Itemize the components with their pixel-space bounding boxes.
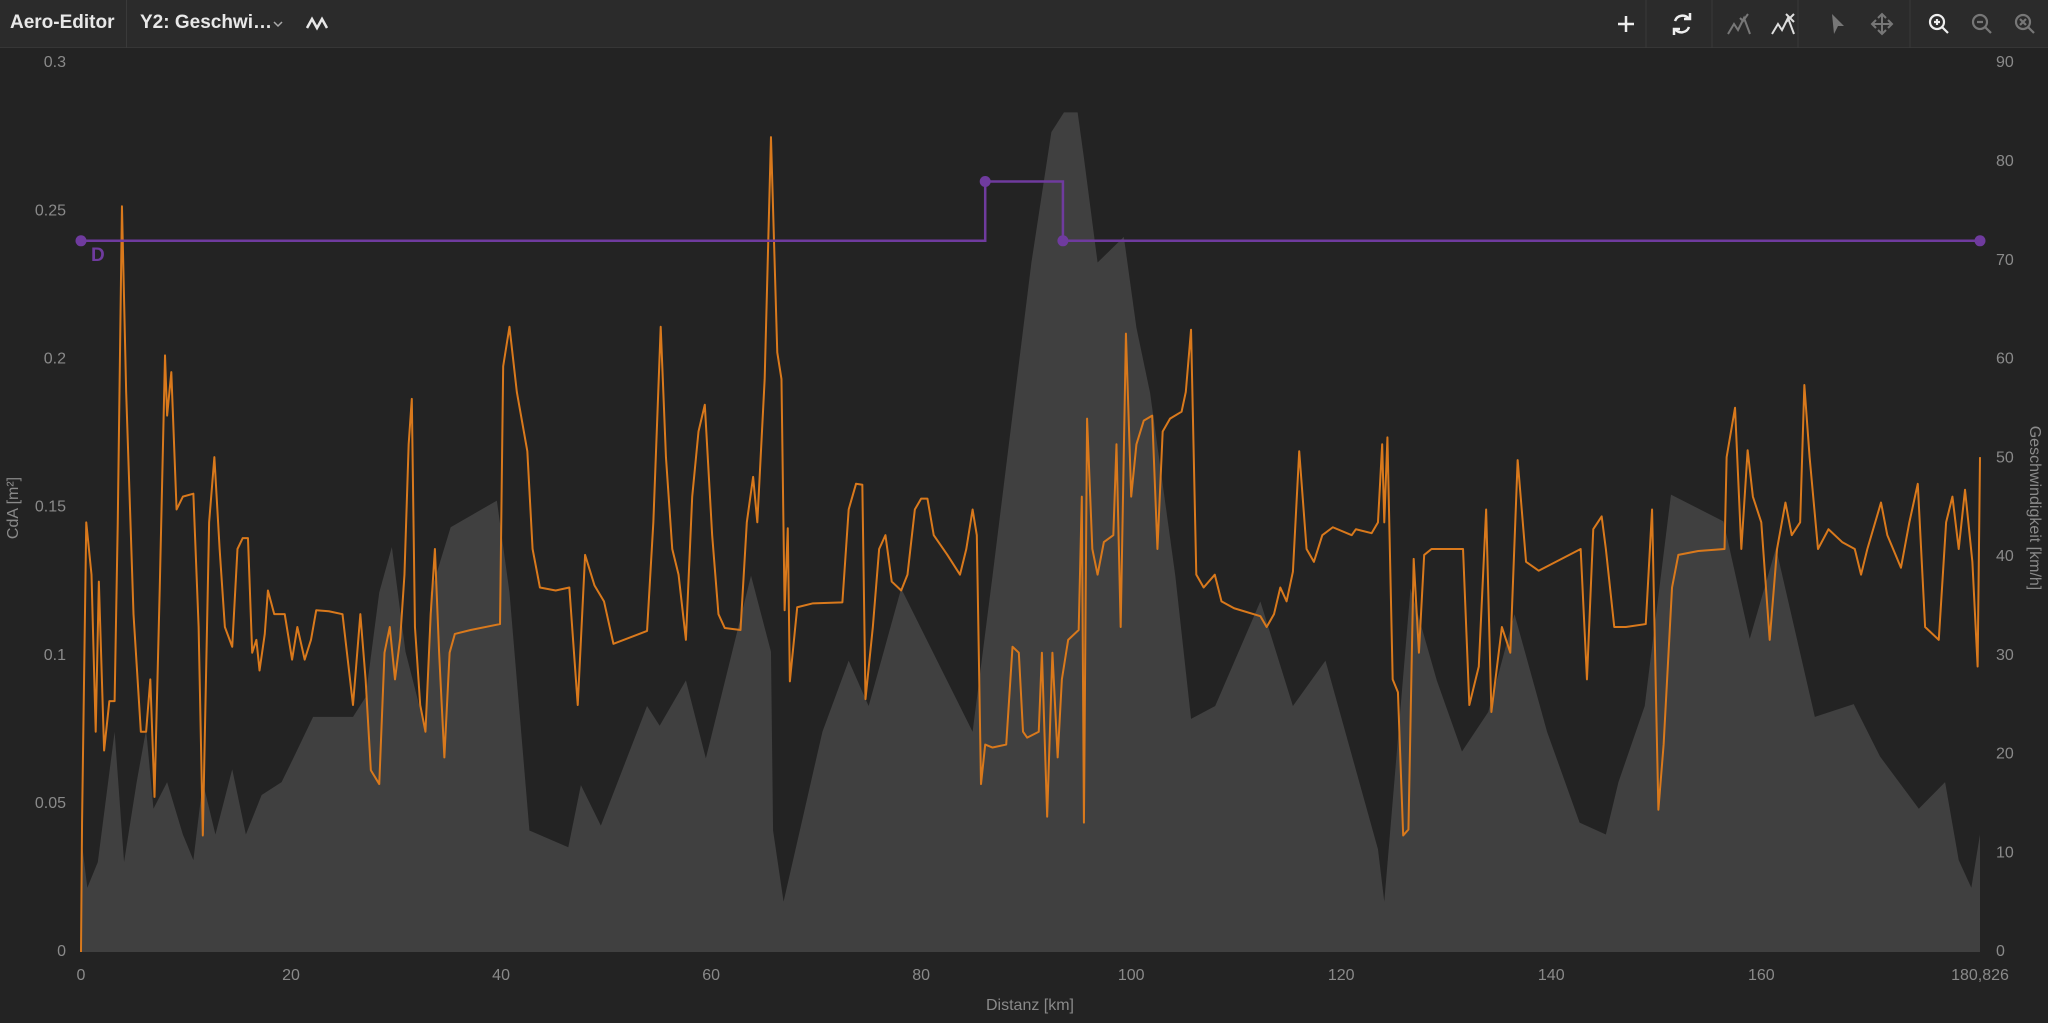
- zoom-reset-button[interactable]: [2014, 13, 2035, 34]
- y2-tick-label: 30: [1996, 647, 2014, 664]
- plot-area: D: [75, 112, 1986, 953]
- y2-tick-label: 20: [1996, 746, 2014, 763]
- x-tick-label: 180,826: [1951, 967, 2009, 984]
- x-tick-label: 40: [492, 967, 510, 984]
- x-tick-label: 60: [702, 967, 720, 984]
- dropdown-chevron[interactable]: [273, 21, 283, 28]
- x-axis-label: Distanz [km]: [986, 997, 1074, 1014]
- refresh-button[interactable]: [1672, 13, 1692, 35]
- toolbar: Aero-Editor Y2: Geschwi…: [0, 0, 2048, 48]
- y-tick-label: 0: [57, 943, 66, 960]
- x-tick-label: 80: [912, 967, 930, 984]
- add-button[interactable]: [1618, 16, 1634, 32]
- step-line: [81, 180, 1980, 243]
- series-icon[interactable]: [305, 16, 329, 31]
- x-tick-label: 160: [1748, 967, 1775, 984]
- area: [81, 112, 1980, 952]
- pan-tool[interactable]: [1870, 12, 1894, 36]
- y2-tick-label: 90: [1996, 54, 2014, 71]
- y2-tick-label: 60: [1996, 351, 2014, 368]
- segment-point: [75, 235, 87, 247]
- y2-tick-label: 80: [1996, 153, 2014, 170]
- x-tick-label: 100: [1118, 967, 1145, 984]
- y2-tick-label: 0: [1996, 943, 2005, 960]
- x-tick-label: 0: [77, 967, 86, 984]
- separator: [126, 0, 127, 48]
- y2-axis-label: Geschwindigkeit [km/h]: [2026, 426, 2043, 591]
- y2-tick-label: 40: [1996, 548, 2014, 565]
- y-axis-label: CdA [m²]: [5, 477, 22, 539]
- y2-tick-label: 70: [1996, 252, 2014, 269]
- y-tick-label: 0.05: [35, 795, 66, 812]
- app-title: Aero-Editor: [10, 12, 115, 33]
- y2-tick-label: 10: [1996, 844, 2014, 861]
- zoom-out-button[interactable]: [1971, 13, 1992, 34]
- x-tick-label: 140: [1538, 967, 1565, 984]
- clear-fit-button[interactable]: [1771, 13, 1795, 35]
- x-tick-label: 20: [282, 967, 300, 984]
- toolbar-icons: [273, 0, 2035, 48]
- point-label: D: [91, 245, 105, 266]
- select-tool[interactable]: [1832, 14, 1844, 34]
- y-tick-label: 0.1: [44, 647, 66, 664]
- fit-button[interactable]: [1727, 13, 1751, 35]
- y-tick-label: 0.3: [44, 54, 66, 71]
- y2-tick-label: 50: [1996, 449, 2014, 466]
- segment-point: [1057, 235, 1069, 247]
- y-tick-label: 0.15: [35, 499, 66, 516]
- y-tick-label: 0.25: [35, 202, 66, 219]
- line: [80, 136, 1981, 953]
- y2-axis-select[interactable]: Y2: Geschwi…: [140, 12, 272, 33]
- x-tick-label: 120: [1328, 967, 1355, 984]
- segment-point: [979, 176, 991, 188]
- zoom-in-button[interactable]: [1928, 13, 1949, 34]
- segment-point: [1974, 235, 1986, 247]
- y-tick-label: 0.2: [44, 351, 66, 368]
